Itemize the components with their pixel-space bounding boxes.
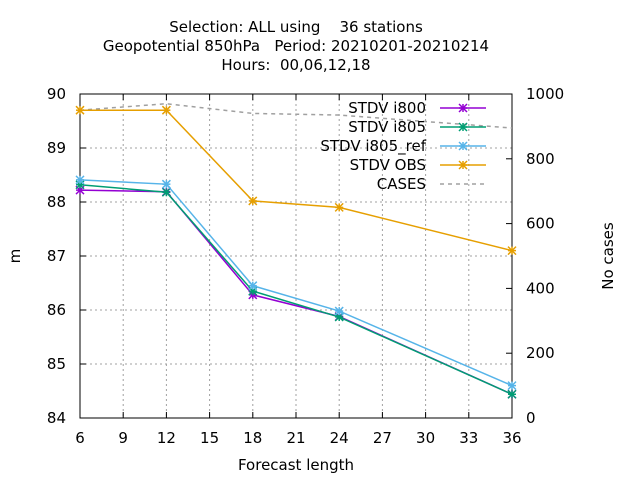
x-axis: 6 9 12 15 18 21 24 27 30 33 36	[75, 94, 522, 447]
data-point-stdv-obs	[248, 196, 258, 206]
y-tick-label: 88	[47, 193, 66, 211]
data-point-stdv-i805-ref	[75, 175, 85, 185]
title-line-3: Hours: 00,06,12,18	[221, 56, 370, 74]
y-axis-left: 84 85 86 87 88 89 90	[47, 85, 86, 427]
data-point-stdv-i805-ref	[507, 381, 517, 391]
x-tick-label: 33	[459, 429, 478, 447]
x-tick-label: 9	[118, 429, 128, 447]
title-line-2: Geopotential 850hPa Period: 20210201-202…	[103, 37, 489, 55]
y-tick-label: 85	[47, 355, 66, 373]
series-line-cases	[79, 102, 513, 129]
x-axis-label: Forecast length	[238, 456, 354, 474]
y-tick-label: 84	[47, 409, 66, 427]
legend-label-cases: CASES	[377, 175, 426, 193]
data-point-stdv-i805	[507, 389, 517, 399]
grid	[80, 94, 512, 418]
x-tick-label: 6	[75, 429, 85, 447]
data-point-stdv-obs	[334, 202, 344, 212]
y2-tick-label: 400	[526, 279, 555, 297]
x-tick-label: 24	[330, 429, 349, 447]
x-tick-label: 15	[200, 429, 219, 447]
data-point-stdv-i805-ref	[248, 281, 258, 291]
y2-axis-label: No cases	[599, 222, 617, 290]
chart-title: Selection: ALL using 36 stationsGeopoten…	[103, 18, 489, 74]
y-tick-label: 87	[47, 247, 66, 265]
legend-marker-stdv-i800	[458, 103, 468, 113]
legend-marker-stdv-i805-ref	[458, 141, 468, 151]
data-point-stdv-i805-ref	[161, 179, 171, 189]
legend-label-stdv-obs: STDV OBS	[350, 156, 426, 174]
x-tick-label: 30	[416, 429, 435, 447]
legend-label-stdv-i805: STDV i805	[348, 118, 426, 136]
x-tick-label: 36	[502, 429, 521, 447]
data-point-stdv-obs	[507, 246, 517, 256]
data-point-stdv-obs	[161, 105, 171, 115]
data-point-stdv-i805-ref	[334, 306, 344, 316]
y-tick-label: 90	[47, 85, 66, 103]
y-tick-label: 89	[47, 139, 66, 157]
legend-label-stdv-i800: STDV i800	[348, 99, 426, 117]
series	[75, 102, 517, 399]
legend-label-stdv-i805-ref: STDV i805_ref	[320, 137, 426, 156]
x-tick-label: 27	[373, 429, 392, 447]
y2-tick-label: 1000	[526, 85, 564, 103]
y2-tick-label: 0	[526, 409, 536, 427]
y2-tick-label: 600	[526, 215, 555, 233]
title-line-1: Selection: ALL using 36 stations	[169, 18, 423, 36]
x-tick-label: 21	[286, 429, 305, 447]
legend-marker-stdv-obs	[458, 160, 468, 170]
y2-tick-label: 200	[526, 344, 555, 362]
legend-marker-stdv-i805	[458, 122, 468, 132]
x-tick-label: 18	[243, 429, 262, 447]
y2-tick-label: 800	[526, 150, 555, 168]
y-tick-label: 86	[47, 301, 66, 319]
y-axis-label: m	[6, 249, 24, 264]
x-tick-label: 12	[157, 429, 176, 447]
data-point-stdv-obs	[75, 105, 85, 115]
data-point-stdv-i805	[161, 187, 171, 197]
y-axis-right: 0 200 400 600 800 1000	[506, 85, 564, 427]
